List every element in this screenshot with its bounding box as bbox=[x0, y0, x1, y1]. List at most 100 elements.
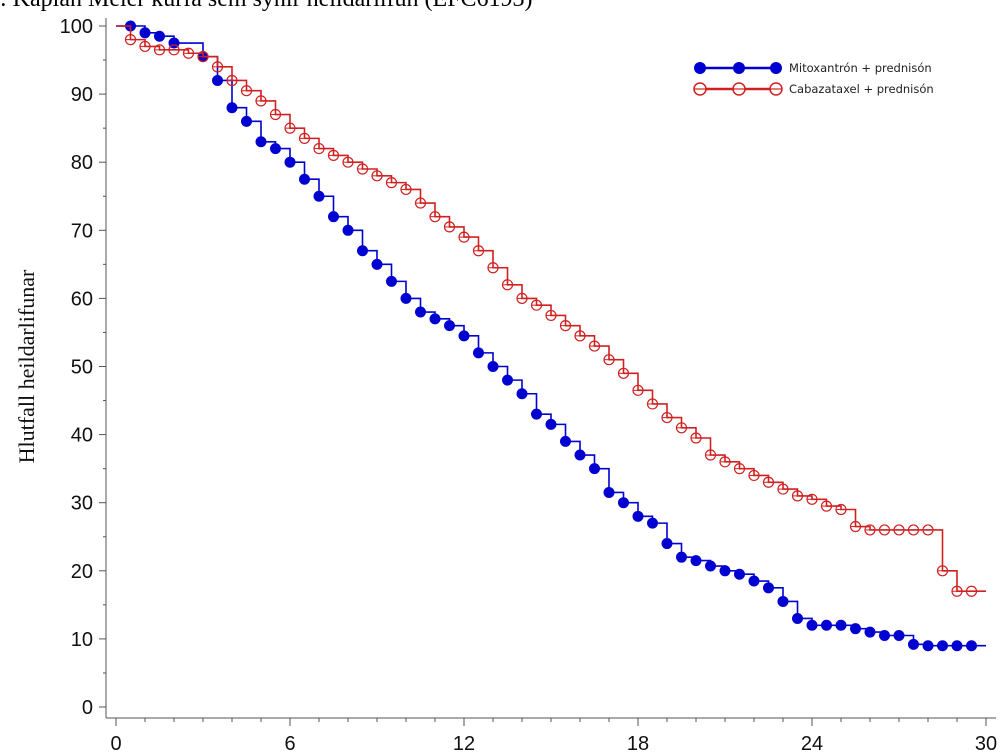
data-point bbox=[429, 313, 441, 325]
data-point bbox=[415, 306, 426, 318]
data-point bbox=[850, 623, 861, 635]
series-2 bbox=[116, 25, 986, 597]
data-point bbox=[719, 456, 731, 468]
y-tick-label: 90 bbox=[71, 84, 93, 106]
y-tick-label: 10 bbox=[71, 629, 93, 651]
data-point bbox=[748, 575, 760, 587]
data-point bbox=[328, 211, 339, 223]
data-point bbox=[559, 320, 572, 332]
legend-label: Mitoxantrón + prednisón bbox=[789, 61, 932, 75]
data-point bbox=[240, 85, 253, 97]
data-point bbox=[501, 279, 514, 291]
data-point bbox=[893, 524, 905, 536]
data-point bbox=[878, 524, 891, 536]
data-point bbox=[936, 565, 949, 577]
legend-marker bbox=[733, 62, 745, 74]
data-point bbox=[675, 422, 688, 434]
data-point bbox=[574, 330, 586, 342]
data-point bbox=[545, 418, 557, 430]
x-tick-label: 6 bbox=[284, 733, 295, 755]
data-point bbox=[429, 211, 441, 223]
x-tick-label: 12 bbox=[453, 733, 475, 755]
data-point bbox=[298, 132, 311, 144]
data-point bbox=[864, 524, 876, 536]
data-point bbox=[733, 463, 746, 475]
legend-marker bbox=[732, 82, 746, 96]
data-point bbox=[226, 74, 238, 87]
y-tick-label: 50 bbox=[71, 357, 93, 379]
data-point bbox=[646, 398, 659, 410]
y-tick-label: 80 bbox=[71, 152, 93, 174]
data-point bbox=[908, 638, 919, 650]
data-point bbox=[951, 585, 963, 597]
legend-entry-1: Mitoxantrón + prednisón bbox=[694, 61, 932, 75]
series-line bbox=[116, 25, 986, 593]
data-point bbox=[632, 384, 644, 396]
data-point bbox=[907, 524, 920, 536]
data-point bbox=[864, 626, 876, 638]
data-point bbox=[588, 340, 601, 352]
data-point bbox=[719, 565, 731, 577]
data-point bbox=[792, 612, 803, 624]
x-tick-label: 24 bbox=[801, 733, 823, 755]
data-point bbox=[835, 503, 847, 516]
data-point bbox=[617, 367, 630, 379]
data-point bbox=[487, 262, 499, 274]
data-point bbox=[357, 245, 368, 257]
data-point bbox=[154, 30, 165, 42]
data-point bbox=[734, 568, 745, 580]
y-tick-label: 30 bbox=[71, 493, 93, 515]
data-point bbox=[704, 449, 717, 461]
data-point bbox=[531, 408, 542, 420]
data-point bbox=[168, 44, 180, 56]
data-point bbox=[487, 361, 499, 372]
data-point bbox=[197, 51, 209, 63]
data-point bbox=[791, 490, 804, 502]
data-point bbox=[937, 640, 948, 652]
data-point bbox=[327, 149, 340, 161]
data-point bbox=[284, 156, 296, 168]
data-point bbox=[647, 517, 658, 529]
series-1 bbox=[116, 20, 986, 652]
data-point bbox=[414, 197, 427, 209]
data-point bbox=[560, 435, 571, 447]
data-point bbox=[255, 95, 267, 107]
data-point bbox=[458, 330, 470, 342]
data-point bbox=[443, 221, 456, 233]
data-point bbox=[661, 538, 673, 550]
x-tick-label: 18 bbox=[627, 733, 649, 755]
y-tick-label: 40 bbox=[71, 425, 93, 447]
data-point bbox=[690, 432, 702, 444]
data-point bbox=[458, 231, 470, 243]
axes: 0 10 20 30 40 50 60 70 80 90 100 0 6 12 18 24 30 Hlutfall… bbox=[14, 16, 997, 755]
data-point bbox=[835, 619, 847, 631]
data-point bbox=[255, 136, 267, 148]
legend: Mitoxantrón + prednisón Cabazataxel + pre… bbox=[693, 61, 934, 96]
data-point bbox=[400, 183, 412, 196]
data-point bbox=[241, 115, 252, 127]
legend-marker bbox=[693, 82, 707, 96]
x-tick-label: 30 bbox=[975, 733, 997, 755]
data-point bbox=[545, 309, 557, 322]
data-point bbox=[690, 555, 702, 567]
data-point bbox=[777, 483, 789, 495]
data-point bbox=[879, 629, 890, 641]
data-point bbox=[951, 640, 963, 652]
data-point bbox=[356, 163, 369, 175]
data-point bbox=[516, 292, 528, 304]
data-point bbox=[153, 44, 166, 56]
data-point bbox=[777, 595, 789, 607]
legend-marker bbox=[769, 82, 783, 96]
data-point bbox=[139, 40, 151, 53]
y-tick-label: 70 bbox=[71, 220, 93, 242]
data-point bbox=[821, 619, 832, 631]
data-point bbox=[139, 27, 151, 39]
data-point bbox=[444, 320, 455, 332]
data-point bbox=[386, 275, 397, 287]
y-axis-label: Hlutfall heildarlifunar bbox=[14, 269, 39, 463]
data-point bbox=[516, 388, 528, 400]
data-point bbox=[922, 524, 934, 536]
data-point bbox=[589, 463, 600, 475]
data-point bbox=[313, 190, 325, 202]
